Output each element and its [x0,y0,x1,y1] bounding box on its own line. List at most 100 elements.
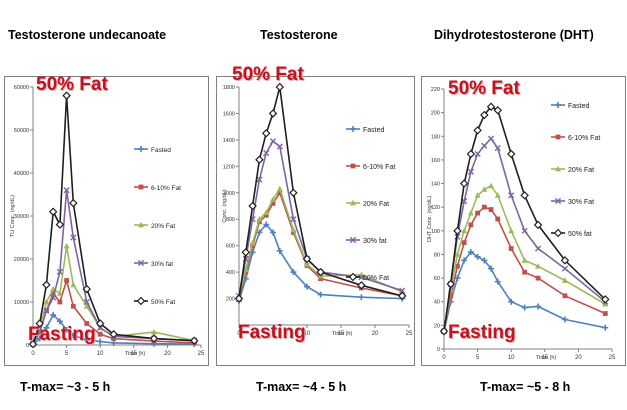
y-axis-label: DHT Conc. (ng/dL) [427,196,433,242]
series-50-fat-point [268,109,278,118]
legend-label: Fasted [568,103,590,110]
series-20-fat-point [83,303,90,309]
series-50-fat-point [48,207,58,216]
legend-label: 6-10% Fat [151,185,181,192]
legend-label: 50% Fat [151,299,175,306]
series-50-fat-point [109,330,118,339]
series-fasted-point [467,249,474,256]
series-fasted-point [488,265,495,272]
series-50-fat-point [261,129,271,138]
series-6-10-fat-point [50,291,56,296]
series-30-fat-point [487,135,495,142]
series-30-fat-point [521,227,528,234]
series-fasted-point [561,316,568,323]
series-6-10-fat-point [57,299,63,305]
series-20-fat-point [454,251,461,257]
series-50-fat-point [55,220,65,229]
x-tick-label: 25 [198,351,205,357]
chart-svg-dht: 0 20 40 60 80 100 120 140 160 180 200 220 0 5 10 15 20 25… [427,87,616,361]
series-20-fat-point [488,182,495,189]
y-tick-label: 20000 [14,257,29,263]
y-tick-label: 800 [226,217,235,223]
x-tick-label: 15 [130,351,137,357]
series-fasted-point [494,278,501,285]
series-fasted-point [521,304,528,311]
legend-item-20-fat: 20% Fat [134,221,175,230]
y-tick-label: 160 [431,158,440,164]
y-tick-label: 20 [434,323,440,329]
x-axis-label: Time (h) [332,331,352,337]
series-30-fat-point [269,138,277,145]
series-50-fat-point [28,339,38,349]
y-tick-label: 80 [434,252,440,258]
series-6-10-fat-point [270,200,276,206]
series-fasted-point [36,335,43,342]
series-50-fat-line [443,105,606,332]
series-30-fat-line [32,190,195,345]
chart-title-testosterone: Testosterone [260,28,338,42]
series-fasted-point [56,318,63,325]
chart-panel-dht: 0 20 40 60 80 100 120 140 160 180 200 220 0 5 10 15 20 25… [421,76,626,366]
series-fasted-point [256,229,263,236]
series-fasted-point [481,257,488,264]
series-6-10-fat-point [461,240,467,246]
y-tick-label: 180 [431,134,440,140]
series-30-fat-point [263,150,270,157]
series-50-fat-point [486,102,496,111]
series-30-fat-point [50,294,57,301]
y-tick-label: 10000 [14,300,29,306]
y-tick-label: 60 [434,276,440,282]
series-fasted-point [508,298,515,305]
x-tick-label: 0 [237,331,241,337]
chart-svg-tu: 0 10000 20000 30000 40000 50000 60000 0 5 10 15 20 2… [10,85,205,357]
series-50-fat-point [289,188,298,198]
series-50-fat-point [397,291,407,301]
series-6-10-fat-point [475,210,480,216]
y-tick-label: 40000 [14,171,29,177]
series-6-10-fat-point [263,212,269,218]
series-20-fat-point [70,281,77,288]
legend-swatch-marker [136,296,146,306]
x-tick-label: 5 [476,355,480,361]
y-tick-label: 220 [431,87,440,93]
legend-swatch-marker [555,102,561,108]
series-50-fat-point [275,82,285,92]
series-50-fat-point [520,191,529,200]
x-tick-label: 25 [406,331,413,337]
series-20-fat-point [256,216,263,222]
series-20-fat-point [63,242,70,249]
series-20-fat-point [150,328,157,335]
x-tick-label: 15 [338,331,345,337]
x-axis-label: Time (h) [125,351,145,357]
series-20-fat-line [443,184,606,332]
x-tick-label: 10 [97,351,104,357]
y-tick-label: 50000 [14,128,29,134]
legend-item-50-fat: 50% fat [551,228,592,238]
fasting-annotation-dht: Fasting [448,322,516,343]
legend-label: Fasted [151,147,171,154]
series-30-fat-point [43,307,50,314]
y-tick-label: 140 [431,182,440,188]
series-30-fat-point [358,274,365,281]
x-tick-label: 5 [271,331,275,337]
y-tick-label: 600 [226,244,235,250]
fasting-annotation-tu: Fasting [28,324,96,345]
legend-swatch-marker [350,126,356,132]
series-6-10-fat-point [602,311,608,316]
y-tick-label: 200 [431,111,440,117]
series-50-fat-point [255,155,264,164]
series-fasted-point [461,257,468,264]
series-30-fat-point [276,143,283,150]
series-50-fat-point [560,256,570,265]
series-50-fat-point [241,248,251,257]
series-30-fat-point [534,245,542,252]
y-tick-label: 100 [431,229,440,235]
series-6-10-fat-line [443,206,606,332]
series-30-fat-point [290,216,297,223]
series-6-10-fat-point [535,275,541,281]
series-20-fat-point [521,257,528,263]
series-30-fat-point [70,234,77,241]
fat-annotation-testosterone: 50% Fat [232,64,304,85]
series-20-fat-point [270,196,276,202]
fat-annotation-tu: 50% Fat [36,74,108,95]
